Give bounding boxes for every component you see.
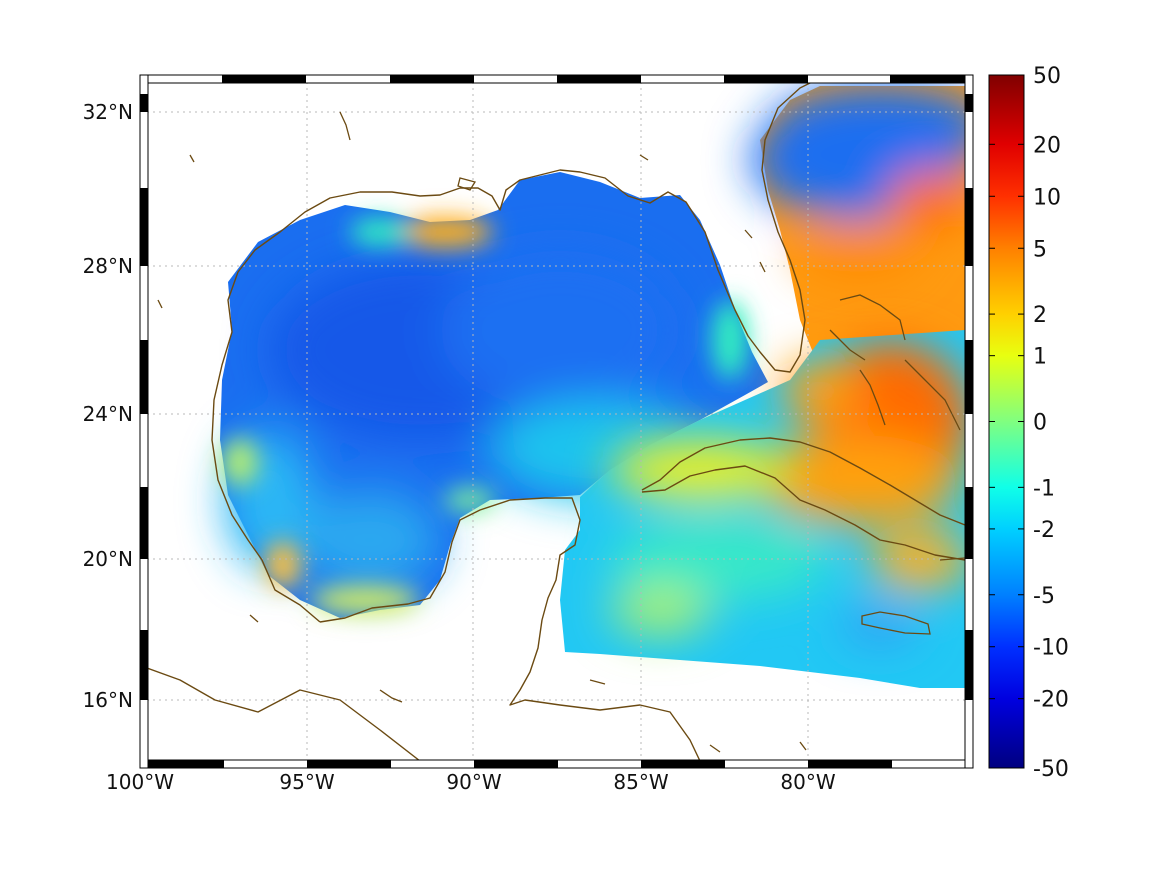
colorbar-tick-label: -10 [1033, 636, 1069, 661]
colorbar-tick-label: -20 [1033, 688, 1069, 713]
colorbar-tick-label: 0 [1033, 411, 1047, 436]
latitude-tick-labels: 32°N 28°N 24°N 20°N 16°N [83, 100, 133, 712]
colorbar-tick-label: 20 [1033, 133, 1061, 158]
lon-tick-label: 95°W [279, 770, 334, 794]
atlantic-field [750, 85, 965, 370]
map-plot-area [147, 82, 965, 761]
colorbar-tick-label: -2 [1033, 518, 1055, 543]
lat-tick-label: 24°N [83, 402, 133, 426]
lon-tick-label: 85°W [613, 770, 668, 794]
map-frame [139, 74, 974, 769]
colorbar-tick-label: 50 [1033, 64, 1061, 89]
colorbar-tick-label: 10 [1033, 185, 1061, 210]
lon-tick-label: 100°W [106, 770, 174, 794]
caribbean-field [560, 330, 965, 688]
lat-tick-label: 28°N [83, 254, 133, 278]
colorbar-tick-label: 1 [1033, 345, 1047, 370]
colorbar-tick-label: 5 [1033, 237, 1047, 262]
colorbar-tick-label: -1 [1033, 476, 1055, 501]
colorbar-tick-label: -50 [1033, 757, 1069, 782]
lat-tick-label: 16°N [83, 688, 133, 712]
colorbar-tick-label: 2 [1033, 303, 1047, 328]
longitude-tick-labels: 100°W 95°W 90°W 85°W 80°W [106, 770, 836, 794]
colorbar-tick-label: -5 [1033, 584, 1055, 609]
lon-tick-label: 90°W [446, 770, 501, 794]
lat-tick-label: 20°N [83, 547, 133, 571]
map-gridlines [147, 82, 965, 761]
lon-tick-label: 80°W [780, 770, 835, 794]
lat-tick-label: 32°N [83, 100, 133, 124]
coastlines [147, 82, 965, 761]
